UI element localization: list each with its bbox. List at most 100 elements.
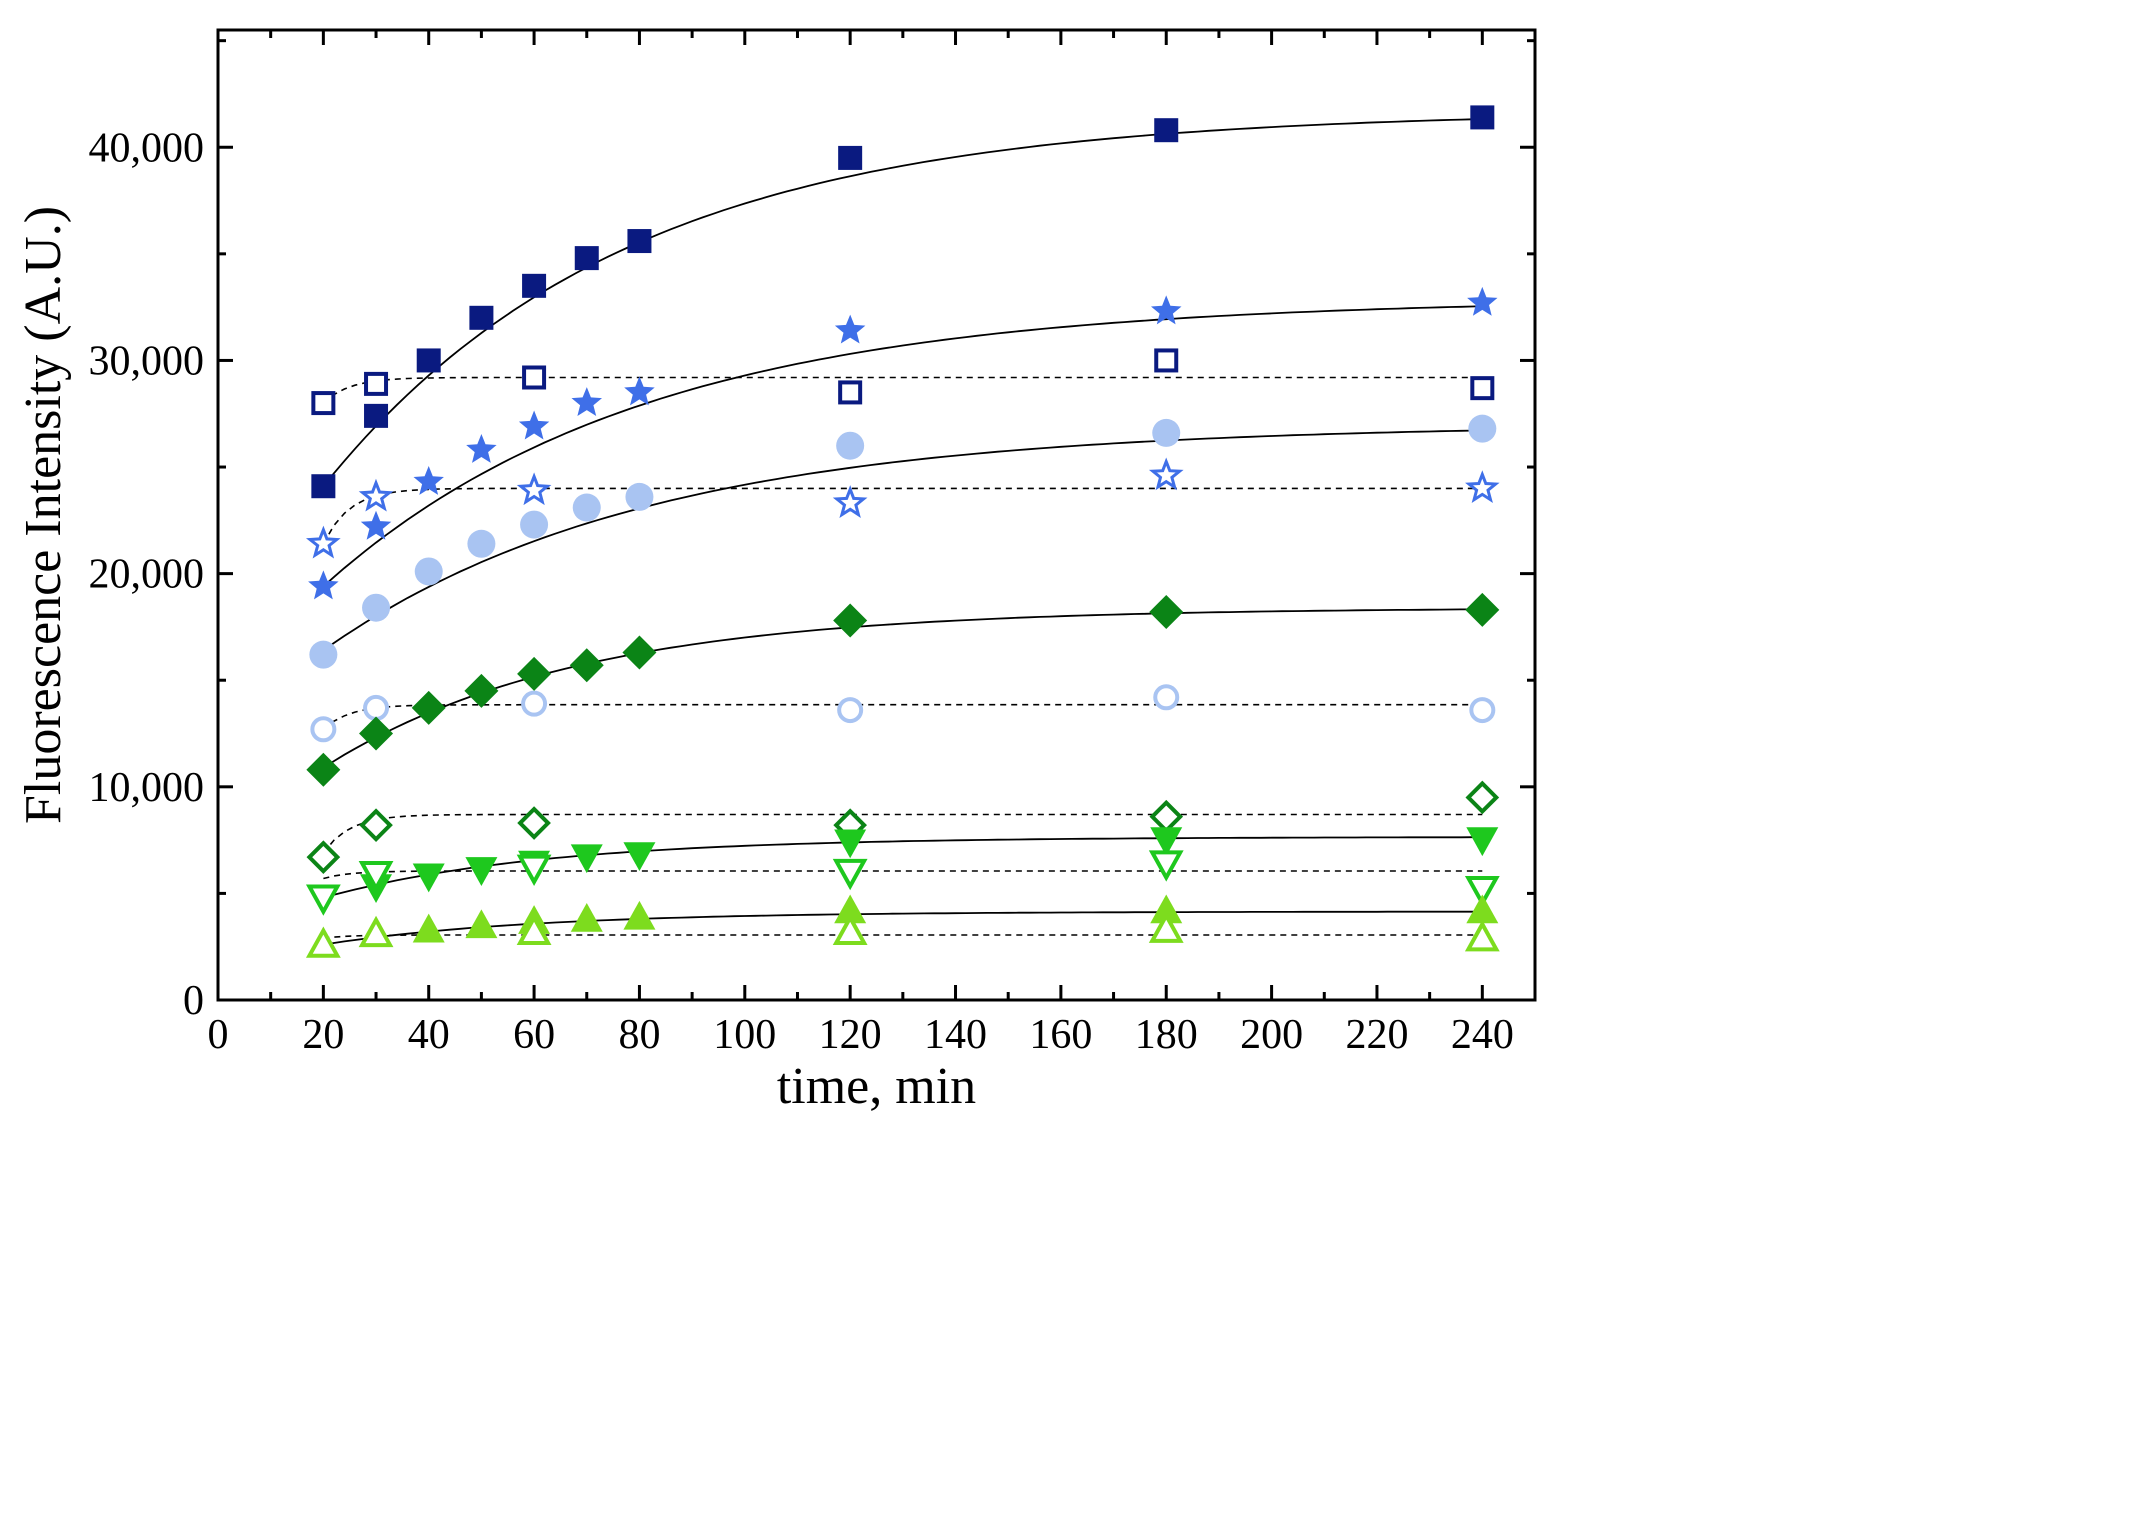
- y-tick-labels: 0 10,000 20,000 30,000 40,000: [89, 125, 205, 1024]
- filled-triangle-down-point: [1466, 827, 1499, 857]
- filled-square-point: [522, 273, 547, 298]
- open-triangle-up-point: [1148, 911, 1184, 943]
- open-star-point: [1148, 457, 1184, 491]
- y-tick-label: 10,000: [89, 765, 205, 811]
- x-tick-label: 140: [924, 1012, 987, 1058]
- filled-diamond-point: [411, 690, 446, 725]
- open-circle-point: [1153, 684, 1180, 711]
- open-triangle-up-point: [832, 913, 868, 945]
- x-tick-label: 200: [1240, 1012, 1303, 1058]
- open-triangle-up-point: [358, 915, 394, 948]
- open-triangle-up-point: [516, 913, 552, 945]
- filled-star-point: [518, 410, 550, 440]
- open-circle-point: [837, 697, 864, 724]
- plot-frame: [216, 28, 1537, 1002]
- dashed-fit-line: [322, 813, 1483, 854]
- filled-diamond-point: [622, 635, 657, 670]
- x-tick-label: 240: [1451, 1012, 1514, 1058]
- solid-fit-line: [322, 608, 1483, 769]
- filled-star-point: [571, 387, 602, 416]
- x-tick-label: 160: [1029, 1012, 1092, 1058]
- x-tick-labels: 0 20 40 60 80 100 120 140 160 180 200 220 240: [208, 1012, 1514, 1058]
- open-circle-point: [363, 694, 390, 721]
- filled-triangle-down-point: [570, 844, 603, 874]
- filled-diamond-point: [1149, 595, 1184, 629]
- filled-triangle-down-point: [623, 842, 656, 872]
- open-square-point: [311, 391, 336, 416]
- open-diamond-point: [1465, 780, 1500, 815]
- filled-star-point: [360, 510, 392, 540]
- filled-circle-point: [309, 640, 338, 669]
- x-tick-label: 0: [208, 1012, 229, 1058]
- filled-square-point: [416, 348, 441, 373]
- dashed-fit-line: [323, 934, 1483, 939]
- filled-triangle-up-point: [623, 900, 656, 930]
- open-star-point: [1465, 470, 1500, 504]
- filled-star-point: [413, 466, 444, 495]
- dashed-fit-line: [322, 487, 1483, 545]
- open-triangle-up-point: [305, 926, 341, 958]
- open-triangle-down-point: [832, 858, 868, 891]
- filled-circle-point: [520, 510, 549, 539]
- solid-fit-line: [323, 836, 1483, 899]
- filled-square-point: [627, 229, 652, 254]
- open-square-point: [1154, 348, 1179, 373]
- filled-triangle-down-point: [412, 863, 445, 893]
- filled-star-point: [1467, 286, 1498, 316]
- solid-fit-line: [322, 118, 1483, 487]
- x-tick-label: 180: [1135, 1012, 1198, 1058]
- solid-fit-line: [322, 429, 1483, 652]
- y-tick-label: 40,000: [89, 125, 205, 171]
- filled-diamond-point: [464, 673, 499, 708]
- open-circle-point: [521, 690, 548, 717]
- open-triangle-down-point: [516, 854, 552, 886]
- x-tick-label: 80: [618, 1012, 660, 1058]
- filled-triangle-down-point: [834, 829, 867, 859]
- filled-diamond-point: [1465, 592, 1500, 627]
- filled-square-point: [364, 403, 389, 428]
- open-square-point: [1470, 376, 1495, 401]
- open-triangle-up-point: [1464, 920, 1500, 952]
- open-square-point: [838, 380, 863, 405]
- y-tick-label: 0: [183, 978, 204, 1024]
- open-triangle-down-point: [358, 861, 394, 893]
- filled-triangle-up-point: [834, 894, 867, 924]
- x-tick-label: 60: [513, 1012, 555, 1058]
- filled-triangle-up-point: [412, 913, 445, 943]
- filled-star-point: [834, 314, 866, 344]
- x-tick-label: 40: [408, 1012, 450, 1058]
- filled-triangle-down-point: [1150, 827, 1183, 857]
- filled-square-point: [1154, 118, 1179, 143]
- filled-triangle-up-point: [1466, 894, 1499, 924]
- x-tick-label: 20: [302, 1012, 344, 1058]
- dashed-fit-line: [322, 376, 1483, 404]
- filled-circle-point: [836, 431, 865, 460]
- filled-diamond-point: [306, 752, 341, 787]
- filled-square-point: [838, 145, 863, 170]
- filled-triangle-up-point: [570, 902, 603, 932]
- filled-triangle-up-point: [1150, 894, 1183, 924]
- open-diamond-point: [359, 808, 393, 843]
- filled-square-point: [311, 474, 336, 499]
- filled-square-point: [469, 305, 494, 330]
- filled-diamond-point: [833, 603, 868, 638]
- x-tick-label: 100: [713, 1012, 776, 1058]
- open-diamond-point: [306, 840, 341, 874]
- solid-fit-line: [323, 910, 1483, 946]
- filled-diamond-point: [359, 716, 394, 751]
- filled-diamond-point: [517, 656, 552, 691]
- open-star-point: [516, 472, 552, 506]
- open-triangle-down-point: [1464, 875, 1500, 908]
- fit-lines: [322, 118, 1483, 946]
- filled-circle-point: [467, 529, 496, 558]
- open-square-point: [364, 371, 389, 396]
- y-axis-title: Fluorescence Intensity (A.U.): [15, 206, 72, 824]
- filled-square-point: [1470, 105, 1495, 130]
- axis-ticks: [216, 30, 1535, 1002]
- open-triangle-down-point: [305, 884, 341, 916]
- open-triangle-down-point: [1148, 850, 1184, 882]
- open-star-point: [305, 525, 341, 559]
- data-markers: [305, 105, 1500, 958]
- x-axis-title: time, min: [777, 1058, 976, 1115]
- filled-star-point: [466, 434, 497, 463]
